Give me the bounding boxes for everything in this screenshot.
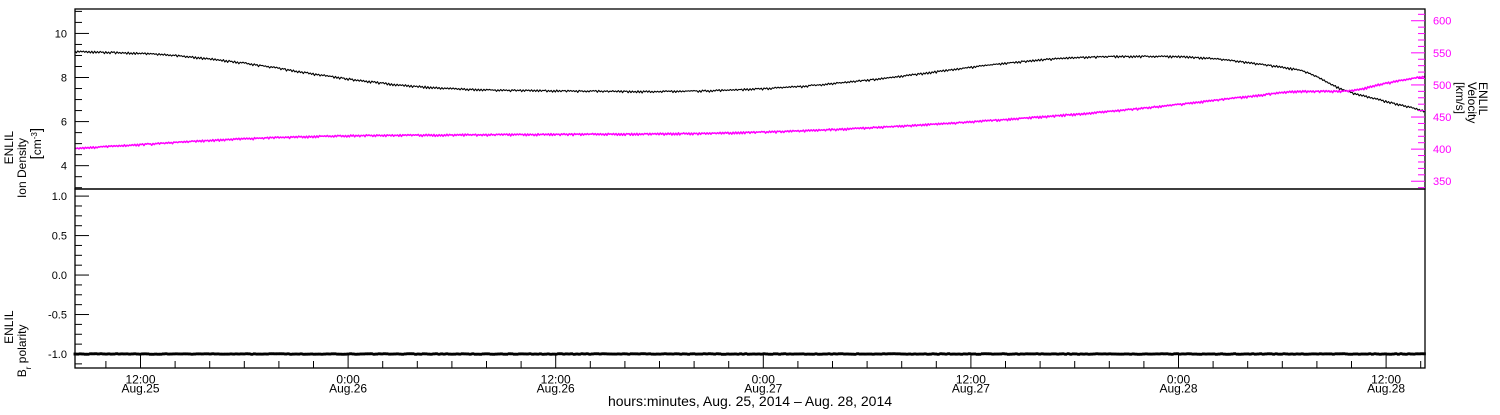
svg-text:400: 400 <box>1433 144 1451 156</box>
svg-text:8: 8 <box>61 73 67 85</box>
svg-text:0.5: 0.5 <box>52 231 67 243</box>
svg-text:4: 4 <box>61 161 67 173</box>
svg-text:10: 10 <box>55 28 67 40</box>
svg-text:Aug.26: Aug.26 <box>329 382 367 396</box>
svg-text:Aug.28: Aug.28 <box>1367 382 1405 396</box>
svg-text:ENLIL: ENLIL <box>2 310 16 344</box>
svg-text:Ion Density: Ion Density <box>15 138 29 198</box>
svg-text:600: 600 <box>1433 16 1451 28</box>
svg-text:[cm-3]: [cm-3] <box>28 128 45 159</box>
svg-text:-1.0: -1.0 <box>48 349 67 361</box>
svg-text:-0.5: -0.5 <box>48 310 67 322</box>
svg-text:Aug.28: Aug.28 <box>1159 382 1197 396</box>
svg-text:350: 350 <box>1433 176 1451 188</box>
svg-text:Aug.25: Aug.25 <box>121 382 159 396</box>
svg-text:hours:minutes, Aug. 25, 2014 –: hours:minutes, Aug. 25, 2014 – Aug. 28, … <box>608 393 892 409</box>
svg-text:450: 450 <box>1433 112 1451 124</box>
svg-text:Aug.26: Aug.26 <box>537 382 575 396</box>
svg-text:0.0: 0.0 <box>52 270 67 282</box>
svg-text:1.0: 1.0 <box>52 191 67 203</box>
svg-text:500: 500 <box>1433 80 1451 92</box>
svg-text:[km/s]: [km/s] <box>1453 82 1467 114</box>
svg-text:6: 6 <box>61 117 67 129</box>
svg-text:Aug.27: Aug.27 <box>952 382 990 396</box>
svg-text:ENLIL: ENLIL <box>2 131 16 165</box>
svg-text:550: 550 <box>1433 48 1451 60</box>
